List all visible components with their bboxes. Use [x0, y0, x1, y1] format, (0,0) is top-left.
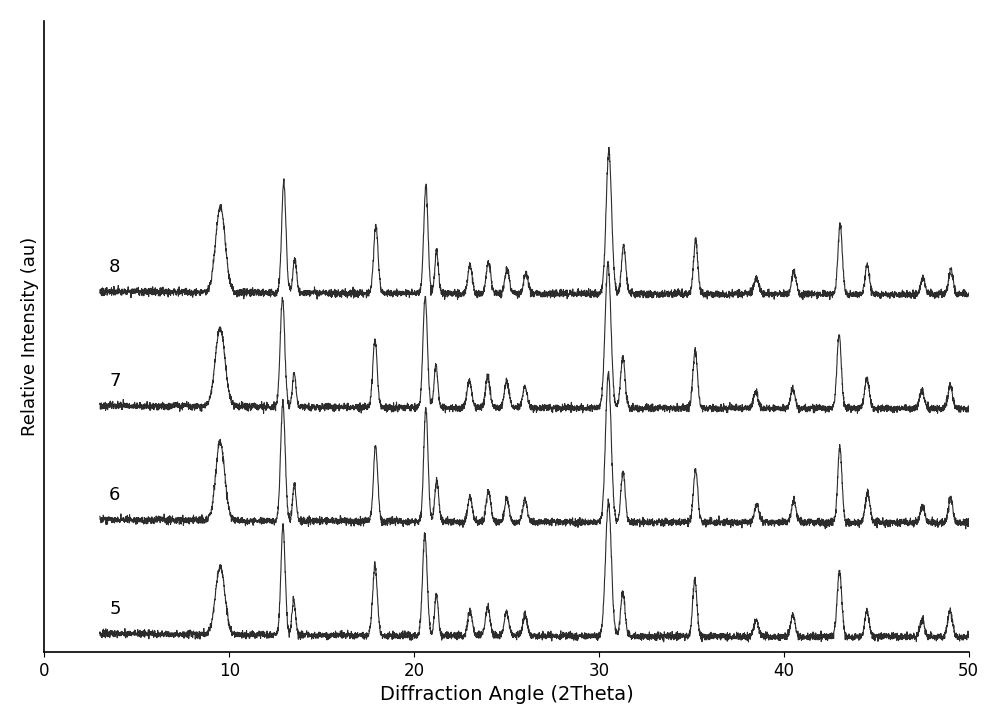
- Text: 7: 7: [109, 372, 121, 390]
- Y-axis label: Relative Intensity (au): Relative Intensity (au): [21, 237, 39, 436]
- Text: 6: 6: [109, 486, 120, 504]
- X-axis label: Diffraction Angle (2Theta): Diffraction Angle (2Theta): [380, 685, 633, 704]
- Text: 8: 8: [109, 258, 120, 276]
- Text: 5: 5: [109, 600, 121, 618]
